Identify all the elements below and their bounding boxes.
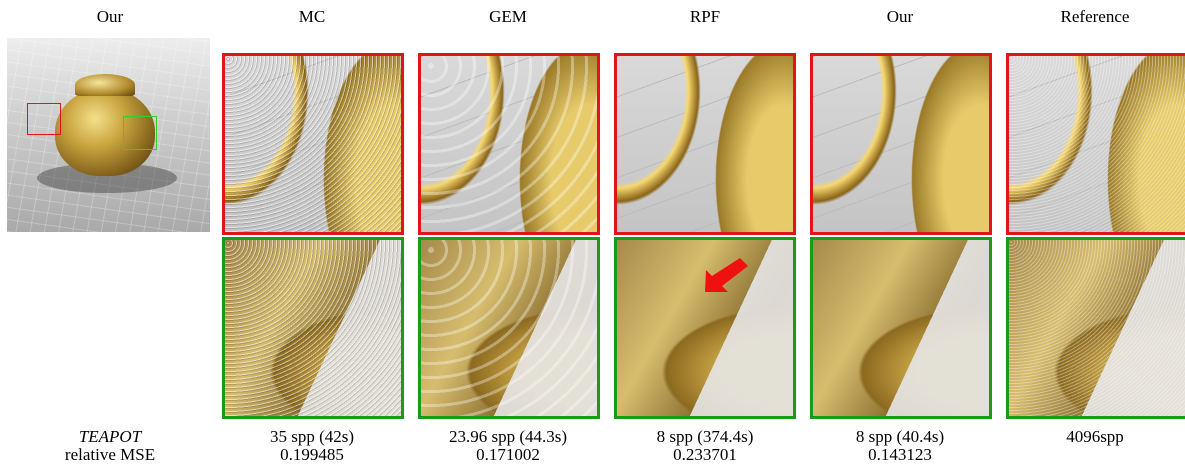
crop-bottom (614, 237, 796, 419)
green-box (123, 116, 157, 150)
samples: 23.96 spp (44.3s) (448, 427, 568, 446)
mse-value: 0.143123 (868, 445, 932, 464)
samples: 8 spp (40.4s) (855, 427, 945, 446)
column-header: RPF (689, 7, 721, 26)
column-header: Our (96, 7, 124, 26)
column-header: Our (886, 7, 914, 26)
scene-image (7, 38, 210, 232)
column-header: MC (298, 7, 326, 26)
mse-value: 0.233701 (673, 445, 737, 464)
crop-top (418, 53, 600, 235)
crop-top (1006, 53, 1185, 235)
samples: 8 spp (374.4s) (656, 427, 754, 446)
teapot (55, 88, 155, 176)
mse-value: 0.199485 (280, 445, 344, 464)
crop-bottom (418, 237, 600, 419)
crop-bottom (810, 237, 992, 419)
column-header: GEM (489, 7, 527, 26)
crop-bottom (1006, 237, 1185, 419)
metric-name: relative MSE (64, 445, 156, 464)
samples: 35 spp (42s) (269, 427, 355, 446)
mse-value: 0.171002 (476, 445, 540, 464)
column-header: Reference (1060, 7, 1130, 26)
crop-top (614, 53, 796, 235)
samples: 4096spp (1066, 427, 1124, 446)
teapot-lid (75, 74, 135, 96)
crop-top (810, 53, 992, 235)
crop-top (222, 53, 404, 235)
red-box (27, 103, 61, 135)
crop-bottom (222, 237, 404, 419)
scene-name: TEAPOT (78, 427, 142, 446)
